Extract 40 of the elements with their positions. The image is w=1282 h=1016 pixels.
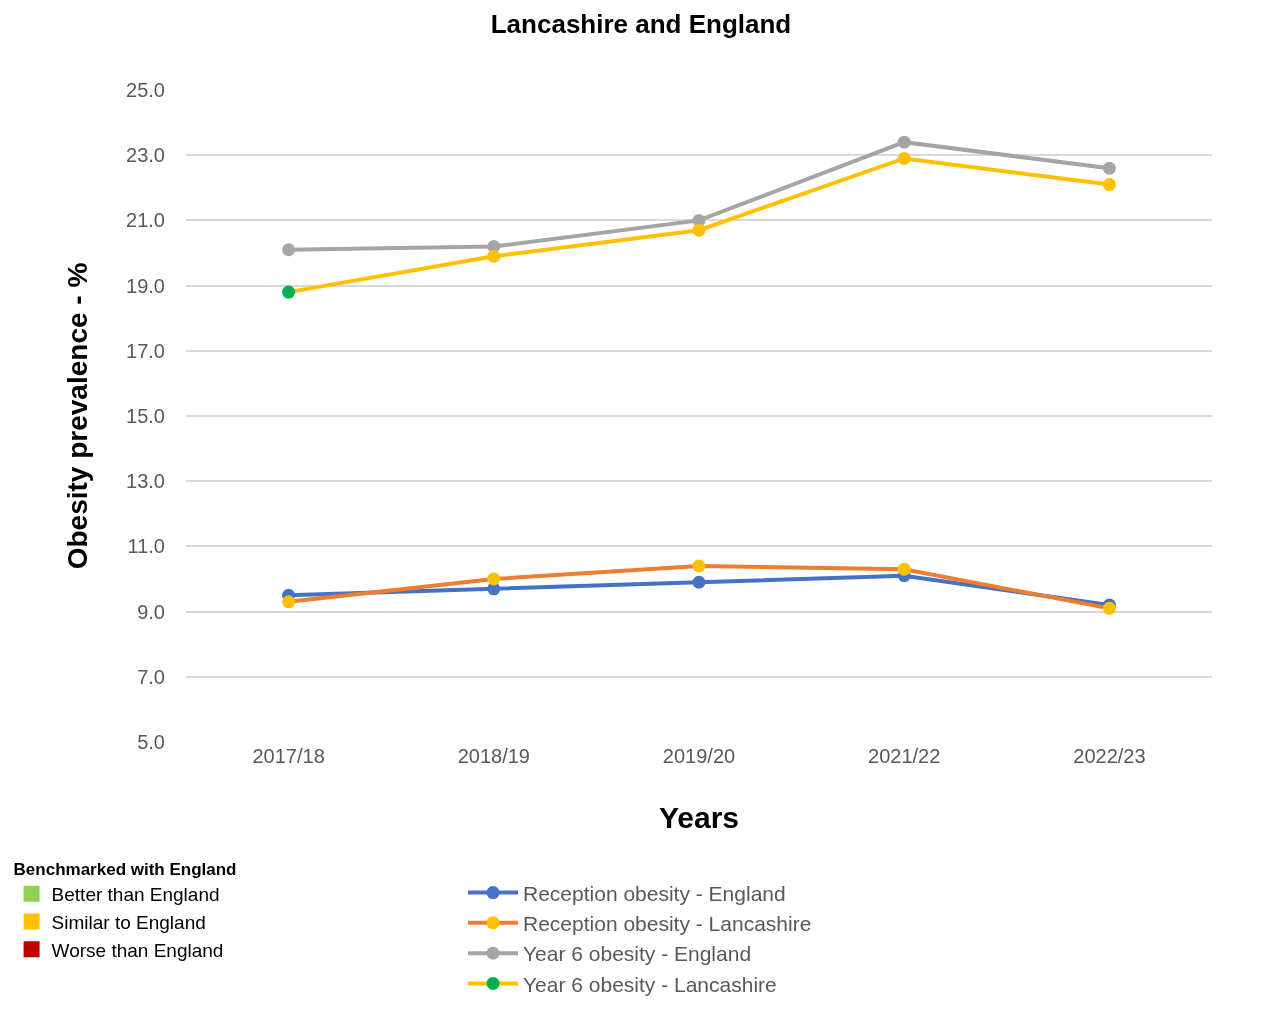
x-tick-label: 2018/19 [457, 745, 530, 767]
legend-label: Reception obesity - Lancashire [523, 912, 812, 936]
legend-label: Year 6 obesity - Lancashire [523, 972, 777, 996]
point [692, 223, 706, 237]
legend-label: Year 6 obesity - England [523, 942, 752, 966]
y-tick-label: 17.0 [126, 339, 165, 362]
y-tick-label: 7.0 [137, 665, 165, 688]
point [487, 572, 501, 586]
y-tick-label: 9.0 [137, 600, 165, 623]
x-tick-label: 2022/23 [1073, 745, 1146, 767]
legend-label: Worse than England [51, 939, 224, 961]
x-tick-label: 2021/22 [868, 745, 941, 767]
y-tick-label: 19.0 [126, 274, 165, 297]
point [282, 243, 296, 257]
x-tick-label: 2019/20 [662, 745, 736, 767]
point [487, 249, 501, 263]
y-tick-label: 11.0 [127, 535, 165, 558]
y-tick-label: 21.0 [126, 209, 165, 232]
x-axis-title: Years [658, 800, 740, 834]
point [1102, 178, 1116, 192]
y-tick-label: 13.0 [126, 470, 165, 493]
legend-label: Reception obesity - England [523, 881, 786, 905]
x-tick-label: 2017/18 [252, 745, 325, 767]
point [692, 559, 706, 573]
point [897, 151, 911, 165]
legend-title: Benchmarked with England [13, 859, 237, 879]
y-tick-label: 15.0 [126, 405, 165, 427]
chart-title: Lancashire and England [490, 9, 792, 40]
point [1102, 161, 1116, 175]
point [282, 285, 296, 299]
y-tick-label: 25.0 [126, 79, 165, 101]
legend-label: Similar to England [51, 911, 206, 933]
point [897, 562, 911, 576]
legend-label: Better than England [51, 884, 220, 906]
y-tick-label: 5.0 [137, 731, 165, 753]
y-tick-label: 23.0 [126, 144, 165, 167]
y-axis-title: Obesity prevalence - % [61, 262, 93, 570]
point [282, 595, 296, 609]
point [897, 135, 911, 149]
point [692, 575, 706, 589]
